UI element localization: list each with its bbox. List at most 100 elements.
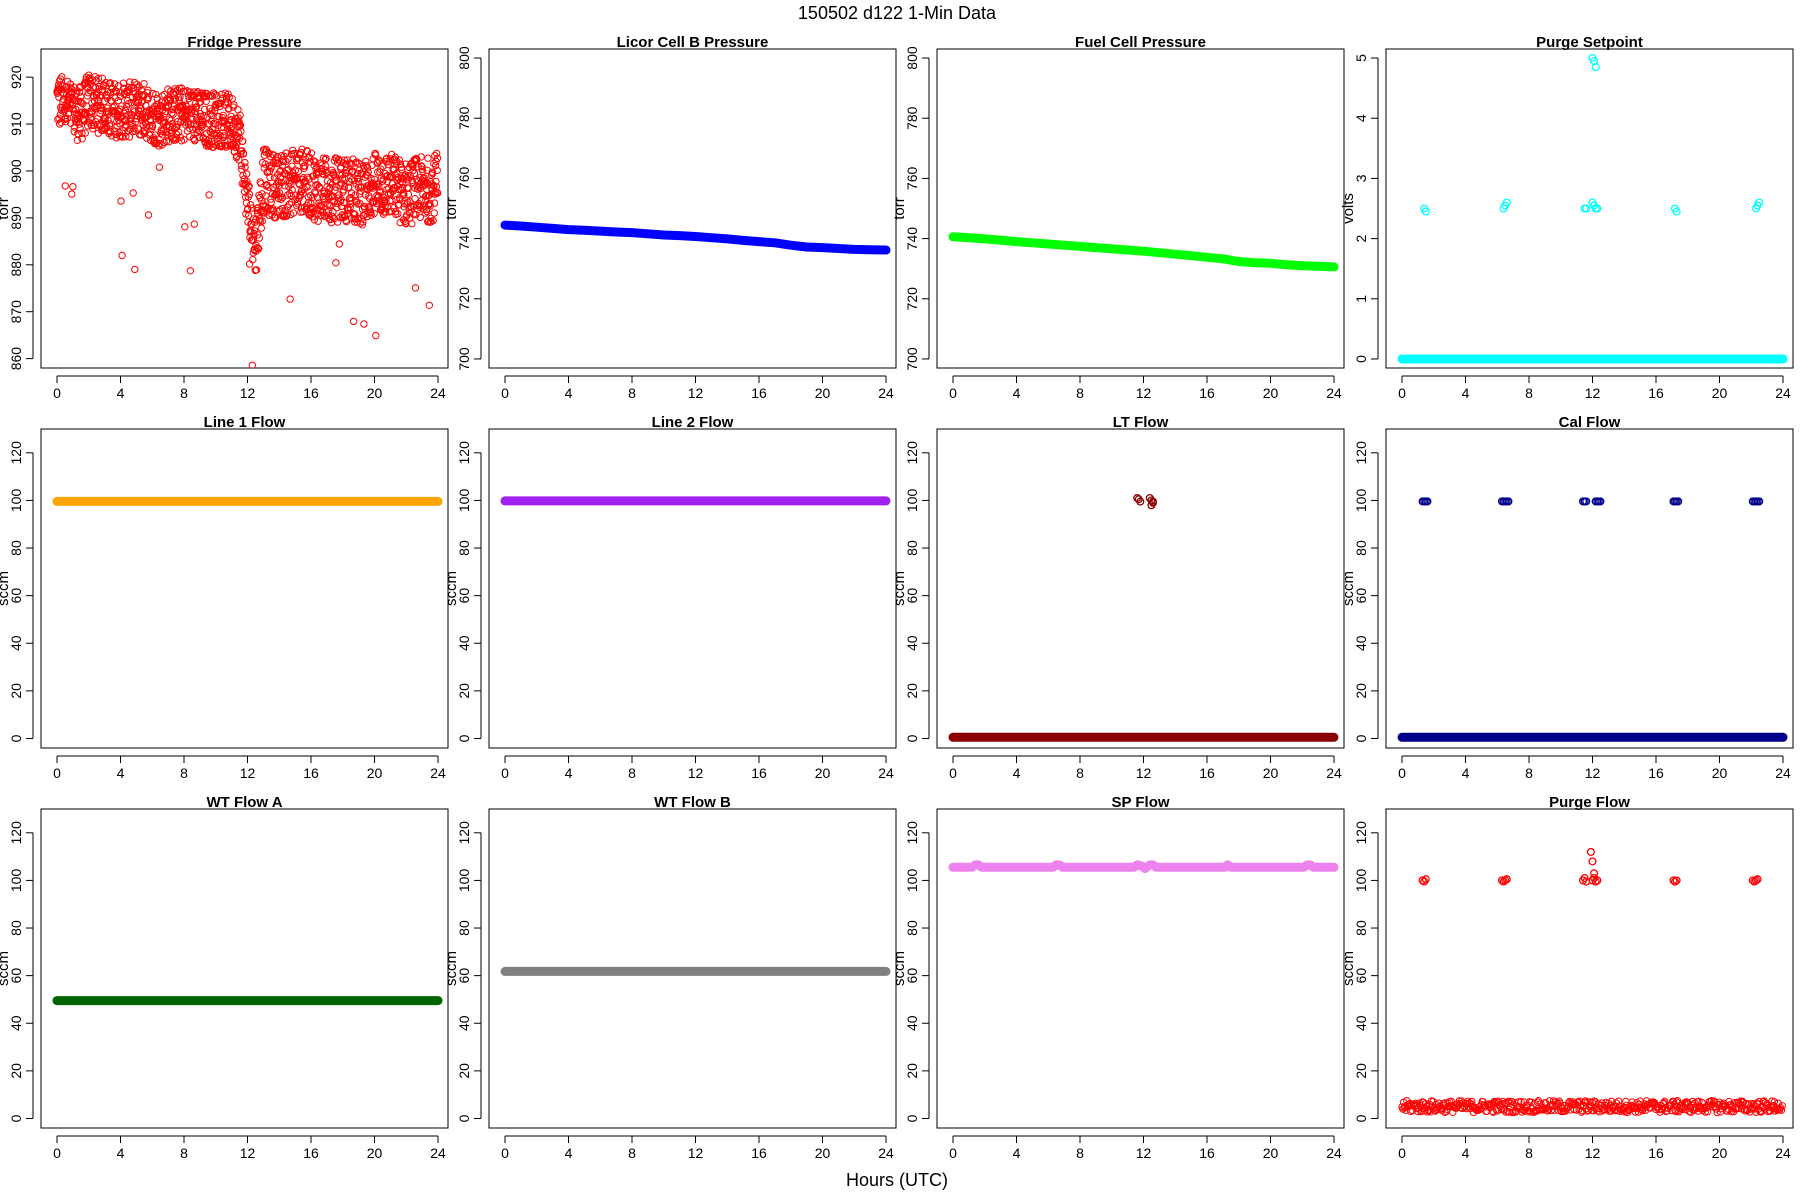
scatter-point [283, 191, 292, 199]
x-tick-label: 4 [565, 765, 573, 781]
scatter-point [433, 154, 442, 163]
x-tick-label: 20 [1263, 765, 1279, 781]
scatter-point [1615, 1097, 1623, 1105]
scatter-point [295, 179, 303, 188]
scatter-point [233, 141, 241, 149]
x-tick-label: 8 [628, 385, 636, 401]
scatter-point [168, 109, 176, 117]
scatter-point [95, 96, 103, 105]
x-tick-label: 4 [1013, 765, 1021, 781]
x-tick-label: 16 [1199, 385, 1215, 401]
scatter-point [120, 109, 129, 118]
scatter-point [1497, 876, 1507, 885]
scatter-point [424, 154, 432, 162]
plot-frame [40, 428, 449, 749]
scatter-point [402, 220, 410, 228]
scatter-point [418, 163, 426, 171]
scatter-point [245, 182, 253, 190]
scatter-point [375, 187, 384, 195]
y-tick-label: 20 [456, 1063, 472, 1079]
scatter-point [227, 112, 235, 121]
x-tick-label: 20 [1263, 385, 1279, 401]
scatter-point [317, 164, 325, 173]
scatter-point [169, 110, 177, 118]
scatter-point [416, 203, 424, 212]
scatter-point [216, 99, 225, 107]
panel-title: WT Flow B [654, 794, 731, 811]
y-axis-label: torr [891, 197, 908, 220]
scatter-point [1582, 204, 1591, 213]
scatter-point [133, 80, 141, 89]
scatter-point [63, 114, 72, 123]
y-tick-label: 100 [1353, 869, 1369, 893]
x-tick-label: 20 [367, 385, 383, 401]
scatter-point [1490, 1097, 1498, 1106]
scatter-point [225, 104, 233, 113]
y-tick-label: 60 [8, 968, 24, 984]
scatter-point [327, 191, 336, 200]
y-tick-label: 900 [8, 159, 24, 183]
scatter-point [241, 158, 249, 167]
x-tick-label: 12 [688, 765, 704, 781]
scatter-point [198, 116, 207, 125]
panel: WT Flow A sccm 0 4 8 12 16 20 24 0 20 40 60 80 100 120 [0, 794, 449, 1161]
scatter-point [61, 182, 69, 190]
scatter-point [313, 193, 322, 202]
scatter-point [69, 183, 77, 191]
scatter-point [282, 157, 290, 166]
y-tick-label: 5 [1353, 54, 1369, 62]
x-tick-label: 8 [628, 765, 636, 781]
scatter-point [191, 99, 200, 108]
y-tick-label: 910 [8, 112, 24, 136]
scatter-point [289, 209, 298, 217]
y-tick-label: 100 [904, 869, 920, 893]
scatter-point [359, 162, 368, 170]
panel-title: Purge Setpoint [1536, 34, 1643, 51]
y-axis-label: torr [443, 197, 460, 220]
scatter-point [188, 108, 196, 116]
scatter-point [239, 150, 248, 158]
x-tick-label: 4 [565, 385, 573, 401]
scatter-point [186, 267, 195, 275]
scatter-point [329, 208, 337, 216]
scatter-point [94, 120, 102, 129]
x-tick-label: 24 [1326, 765, 1342, 781]
y-tick-label: 0 [904, 734, 920, 742]
x-tick-label: 4 [117, 385, 125, 401]
panel: Line 2 Flow sccm 0 4 8 12 16 20 24 0 20 40 60 80 100 12… [443, 414, 897, 781]
y-tick-label: 20 [456, 683, 472, 699]
scatter-point [200, 105, 209, 114]
y-tick-label: 3 [1353, 174, 1369, 182]
scatter-point [283, 211, 291, 219]
y-tick-label: 60 [456, 588, 472, 604]
scatter-point [1461, 1103, 1469, 1111]
scatter-point [1593, 204, 1602, 213]
scatter-point [1678, 1105, 1686, 1114]
scatter-point [429, 216, 437, 225]
scatter-point [433, 166, 441, 175]
scatter-point [349, 317, 358, 326]
scatter-point [1499, 1097, 1507, 1106]
x-tick-label: 20 [1712, 385, 1728, 401]
panel: Fuel Cell Pressure torr 0 4 8 12 16 20 24 700 720 7… [891, 34, 1345, 401]
scatter-point [146, 131, 154, 139]
x-tick-label: 4 [117, 765, 125, 781]
scatter-point [285, 179, 294, 187]
scatter-point [421, 209, 429, 217]
scatter-point [263, 181, 271, 189]
scatter-point [1670, 877, 1680, 886]
scatter-point [82, 102, 91, 110]
scatter-point [1519, 1105, 1527, 1113]
scatter-point [360, 320, 368, 328]
scatter-point [77, 99, 86, 107]
data-marks [1397, 53, 1788, 364]
scatter-point [111, 127, 119, 135]
scatter-point [311, 188, 319, 196]
scatter-point [422, 178, 430, 187]
scatter-point [106, 120, 114, 128]
series-line [948, 232, 1339, 272]
scatter-point [1517, 1098, 1525, 1106]
x-tick-label: 0 [1398, 1145, 1406, 1161]
